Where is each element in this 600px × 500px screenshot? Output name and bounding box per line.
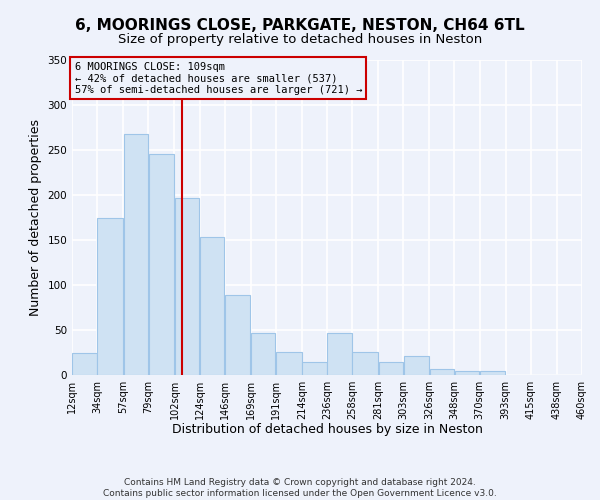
Bar [97, 218, 123, 375]
Text: Size of property relative to detached houses in Neston: Size of property relative to detached ho… [118, 32, 482, 46]
Bar [430, 368, 454, 375]
Bar [225, 295, 250, 375]
Bar [276, 352, 302, 375]
Bar [200, 238, 224, 375]
Bar [302, 362, 327, 375]
Bar [149, 154, 174, 375]
Bar [72, 354, 97, 375]
Text: 6, MOORINGS CLOSE, PARKGATE, NESTON, CH64 6TL: 6, MOORINGS CLOSE, PARKGATE, NESTON, CH6… [75, 18, 525, 32]
Text: Contains HM Land Registry data © Crown copyright and database right 2024.
Contai: Contains HM Land Registry data © Crown c… [103, 478, 497, 498]
Bar [124, 134, 148, 375]
Bar [327, 332, 352, 375]
Bar [352, 352, 378, 375]
Bar [480, 372, 505, 375]
Y-axis label: Number of detached properties: Number of detached properties [29, 119, 42, 316]
Text: 6 MOORINGS CLOSE: 109sqm
← 42% of detached houses are smaller (537)
57% of semi-: 6 MOORINGS CLOSE: 109sqm ← 42% of detach… [74, 62, 362, 95]
Bar [455, 370, 479, 375]
Bar [251, 332, 275, 375]
Bar [404, 356, 429, 375]
Bar [379, 362, 403, 375]
Bar [175, 198, 199, 375]
X-axis label: Distribution of detached houses by size in Neston: Distribution of detached houses by size … [172, 424, 482, 436]
